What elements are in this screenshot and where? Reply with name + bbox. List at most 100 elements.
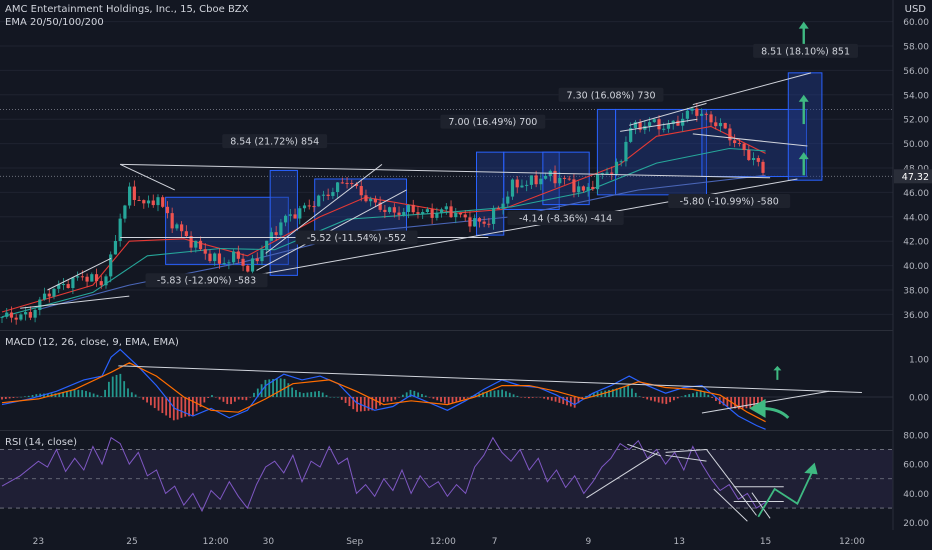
macd-histogram-bar xyxy=(100,396,103,397)
macd-histogram-bar xyxy=(31,395,34,397)
time-tick-label: 12:00 xyxy=(839,537,865,547)
candle-body xyxy=(47,293,51,297)
candle-body xyxy=(392,207,396,213)
macd-histogram-bar xyxy=(12,397,15,398)
macd-histogram-bar xyxy=(146,397,148,403)
macd-histogram-bar xyxy=(573,397,576,408)
candle-body xyxy=(66,284,70,289)
candle-body xyxy=(340,182,344,184)
measure-label-box xyxy=(558,87,664,102)
measure-label-box xyxy=(668,193,791,208)
macd-histogram-bar xyxy=(321,392,324,397)
candle-body xyxy=(742,143,746,150)
candle-body xyxy=(638,122,642,130)
macd-histogram-bar xyxy=(379,397,381,406)
arrow-up-icon xyxy=(773,365,782,371)
macd-histogram-bar xyxy=(562,397,565,405)
candle-body xyxy=(558,177,562,184)
macd-histogram-bar xyxy=(676,397,679,399)
candle-body xyxy=(714,122,718,127)
macd-histogram-bar xyxy=(436,397,439,401)
macd-histogram-bar xyxy=(371,397,374,411)
candle-body xyxy=(52,288,56,297)
macd-histogram-bar xyxy=(58,392,61,397)
macd-histogram-bar xyxy=(352,397,355,410)
macd-histogram-bar xyxy=(703,391,706,397)
candle-body xyxy=(491,208,496,224)
candle-body xyxy=(175,224,179,229)
measure-label-box xyxy=(295,230,418,245)
measure-label-box xyxy=(145,273,268,288)
trendline xyxy=(265,163,383,254)
macd-histogram-bar xyxy=(130,392,133,397)
macd-histogram-bar xyxy=(302,393,305,397)
macd-histogram-bar xyxy=(417,392,420,397)
candle-body xyxy=(751,158,756,160)
macd-histogram-bar xyxy=(85,390,87,397)
macd-histogram-bar xyxy=(501,389,504,397)
macd-histogram-bar xyxy=(314,391,316,397)
candle-body xyxy=(279,222,283,235)
macd-histogram-bar xyxy=(707,394,710,397)
macd-histogram-bar xyxy=(325,395,328,397)
candle-body xyxy=(331,192,335,196)
macd-histogram-bar xyxy=(199,397,202,407)
candle-body xyxy=(369,198,373,202)
candle-body xyxy=(364,195,368,202)
candle-body xyxy=(274,232,278,235)
candle-body xyxy=(241,258,245,266)
macd-histogram-bar xyxy=(249,397,252,398)
macd-histogram-bar xyxy=(505,391,507,397)
macd-histogram-bar xyxy=(550,397,553,401)
macd-histogram-bar xyxy=(157,397,160,411)
candle-body xyxy=(255,258,259,262)
macd-histogram-bar xyxy=(485,391,488,397)
candle-body xyxy=(614,161,619,174)
candle-body xyxy=(610,172,614,174)
macd-histogram-bar xyxy=(20,396,22,398)
candle-body xyxy=(676,120,680,126)
price-tick-label: 54.00 xyxy=(903,91,929,101)
macd-histogram-bar xyxy=(619,387,622,397)
macd-histogram-bar xyxy=(287,383,290,397)
candle-body xyxy=(482,221,486,224)
candle-body xyxy=(28,312,32,318)
candle-body xyxy=(227,262,231,264)
macd-histogram-bar xyxy=(195,397,198,412)
measure-boxes xyxy=(165,72,823,276)
time-tick-label: 23 xyxy=(33,537,44,547)
macd-histogram-bar xyxy=(81,390,84,397)
price-tick-label: 60.00 xyxy=(903,18,929,28)
candles xyxy=(0,102,765,325)
macd-histogram-bar xyxy=(543,397,546,399)
macd-histogram-bar xyxy=(66,391,68,397)
macd-histogram-bar xyxy=(558,397,561,403)
candle-body xyxy=(425,209,430,213)
ema-line xyxy=(1,125,766,313)
candle-body xyxy=(288,214,292,216)
candle-body xyxy=(354,183,359,187)
macd-histogram-bar xyxy=(184,397,187,417)
macd-histogram-bar xyxy=(741,397,744,409)
macd-histogram-bar xyxy=(520,397,523,398)
panel-separator xyxy=(0,430,932,431)
macd-histogram-bar xyxy=(188,397,190,417)
macd-histogram-bar xyxy=(149,397,152,406)
candle-body xyxy=(336,182,340,193)
macd-histogram-bar xyxy=(527,397,530,399)
measure-label: -4.14 (-8.36%) -414 xyxy=(519,214,612,225)
trendline xyxy=(586,451,659,499)
trendline xyxy=(118,365,862,393)
candle-body xyxy=(109,254,113,277)
macd-histogram-bar xyxy=(73,389,76,397)
macd-histogram-bar xyxy=(726,397,729,407)
macd-histogram-bar xyxy=(627,385,630,397)
macd-histogram-bar xyxy=(692,393,694,397)
candle-body xyxy=(543,175,548,179)
price-tick-label: 58.00 xyxy=(903,43,929,53)
macd-histogram-bar xyxy=(295,390,297,397)
candle-body xyxy=(709,114,713,123)
macd-histogram-bar xyxy=(413,390,416,397)
candle-body xyxy=(402,211,406,215)
